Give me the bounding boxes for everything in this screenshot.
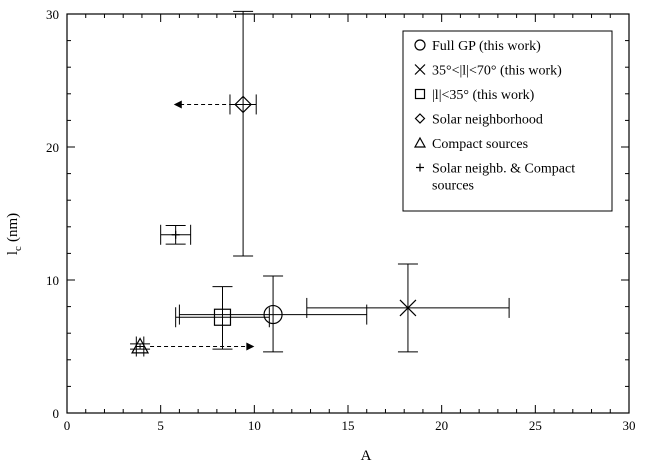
marker-x-stroke — [414, 64, 426, 75]
y-tick-label: 20 — [46, 140, 59, 155]
legend-entry-label: |l|<35° (this work) — [432, 88, 535, 103]
marker-diamond — [234, 95, 252, 114]
x-tick-label: 5 — [157, 418, 164, 433]
marker-circle — [414, 39, 426, 51]
x-tick-label: 30 — [623, 418, 636, 433]
x-tick-label: 0 — [64, 418, 71, 433]
legend-entry-label: Compact sources — [432, 137, 528, 152]
y-tick-label: 10 — [46, 273, 59, 288]
legend-box — [402, 30, 613, 212]
x-tick-label: 20 — [435, 418, 448, 433]
limit-arrowhead — [246, 342, 255, 351]
marker-circle — [263, 304, 283, 325]
marker-x — [414, 64, 426, 75]
data-point-plus — [160, 224, 192, 245]
y-axis-label: lc (nm) — [5, 213, 24, 255]
legend-entry-label: sources — [432, 179, 474, 194]
marker-x — [399, 299, 417, 317]
data-point-x — [306, 263, 510, 353]
data-point-diamond — [173, 10, 257, 257]
marker-square — [213, 308, 232, 326]
marker-diamond — [414, 113, 426, 124]
legend-entry-label: Solar neighb. & Compact — [432, 162, 575, 177]
y-axis-ticks: 0 10 20 30 — [46, 7, 629, 421]
x-tick-label: 15 — [342, 418, 355, 433]
marker-square — [414, 88, 426, 100]
legend: Full GP (this work) 35°<|l|<70° (this wor… — [402, 30, 613, 212]
y-axis-label-main: l — [5, 251, 21, 255]
legend-entry-label: 35°<|l|<70° (this work) — [432, 64, 562, 79]
legend-entry-label: Full GP (this work) — [432, 39, 541, 54]
data-point-triangle — [130, 336, 255, 357]
data-point-circle — [178, 275, 368, 353]
y-axis-label-subscript: c — [12, 246, 24, 251]
marker-x-stroke — [399, 299, 417, 317]
legend-entry-label: Solar neighborhood — [432, 113, 543, 128]
x-axis-ticks: 0 5 10 15 20 25 30 — [64, 14, 636, 433]
x-axis-label: A — [361, 448, 372, 464]
y-axis-label-unit: (nm) — [5, 213, 21, 242]
x-tick-label: 10 — [248, 418, 261, 433]
data-marks — [130, 10, 510, 357]
marker-triangle — [413, 136, 427, 148]
marker-plus — [416, 163, 424, 172]
data-point-square — [175, 286, 270, 350]
limit-arrowhead — [173, 100, 182, 109]
x-tick-label: 25 — [529, 418, 542, 433]
marker-plus — [171, 230, 180, 239]
marker-triangle — [131, 337, 150, 354]
y-tick-label: 0 — [53, 406, 60, 421]
y-tick-label: 30 — [46, 7, 59, 22]
